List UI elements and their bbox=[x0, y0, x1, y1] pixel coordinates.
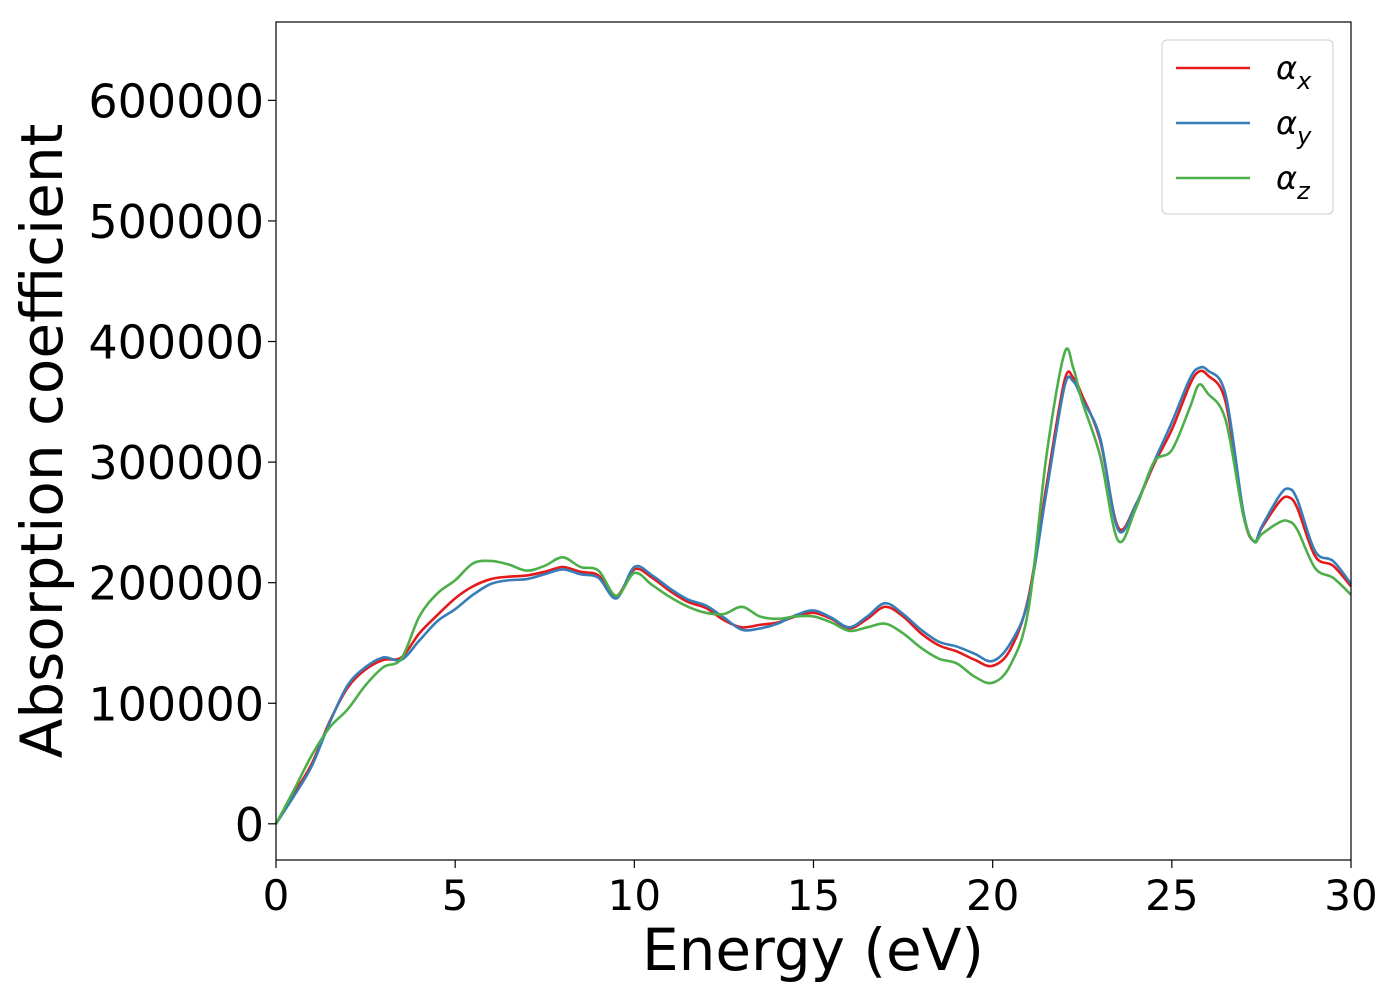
series-line-alpha-y bbox=[274, 365, 1353, 825]
series-layer bbox=[274, 347, 1353, 825]
x-axis-label: Energy (eV) bbox=[642, 916, 984, 984]
y-tick-label: 100000 bbox=[88, 677, 264, 731]
x-tick-label: 15 bbox=[787, 871, 840, 920]
y-tick-label: 500000 bbox=[88, 195, 264, 249]
x-tick-label: 10 bbox=[608, 871, 661, 920]
x-axis-ticks: 0 5 10 15 20 25 30 bbox=[263, 860, 1378, 920]
legend-label-alpha-x: αx bbox=[1276, 49, 1312, 95]
y-tick-label: 300000 bbox=[88, 436, 264, 490]
y-tick-label: 0 bbox=[235, 798, 264, 852]
legend-subscript: z bbox=[1296, 177, 1311, 205]
y-tick-label: 600000 bbox=[88, 74, 264, 128]
y-tick-label: 200000 bbox=[88, 557, 264, 611]
legend-symbol: α bbox=[1276, 49, 1297, 87]
series-line-alpha-z bbox=[274, 347, 1352, 825]
x-tick-label: 25 bbox=[1145, 871, 1198, 920]
x-tick-label: 5 bbox=[442, 871, 469, 920]
legend-symbol: α bbox=[1276, 159, 1297, 197]
legend-label-alpha-z: αz bbox=[1276, 159, 1311, 205]
x-tick-label: 20 bbox=[966, 871, 1019, 920]
y-tick-label: 400000 bbox=[88, 316, 264, 370]
series-line-alpha-x bbox=[274, 369, 1352, 825]
legend-subscript: y bbox=[1296, 122, 1312, 150]
legend-symbol: α bbox=[1276, 104, 1297, 142]
x-tick-label: 30 bbox=[1324, 871, 1377, 920]
y-axis-label: Absorption coefficient bbox=[8, 124, 76, 759]
y-axis-ticks: 0 100000 200000 300000 400000 500000 600000 bbox=[88, 74, 276, 852]
legend-box bbox=[1161, 39, 1334, 215]
legend-label-alpha-y: αy bbox=[1276, 104, 1312, 150]
legend-subscript: x bbox=[1296, 67, 1312, 95]
x-tick-label: 0 bbox=[263, 871, 290, 920]
